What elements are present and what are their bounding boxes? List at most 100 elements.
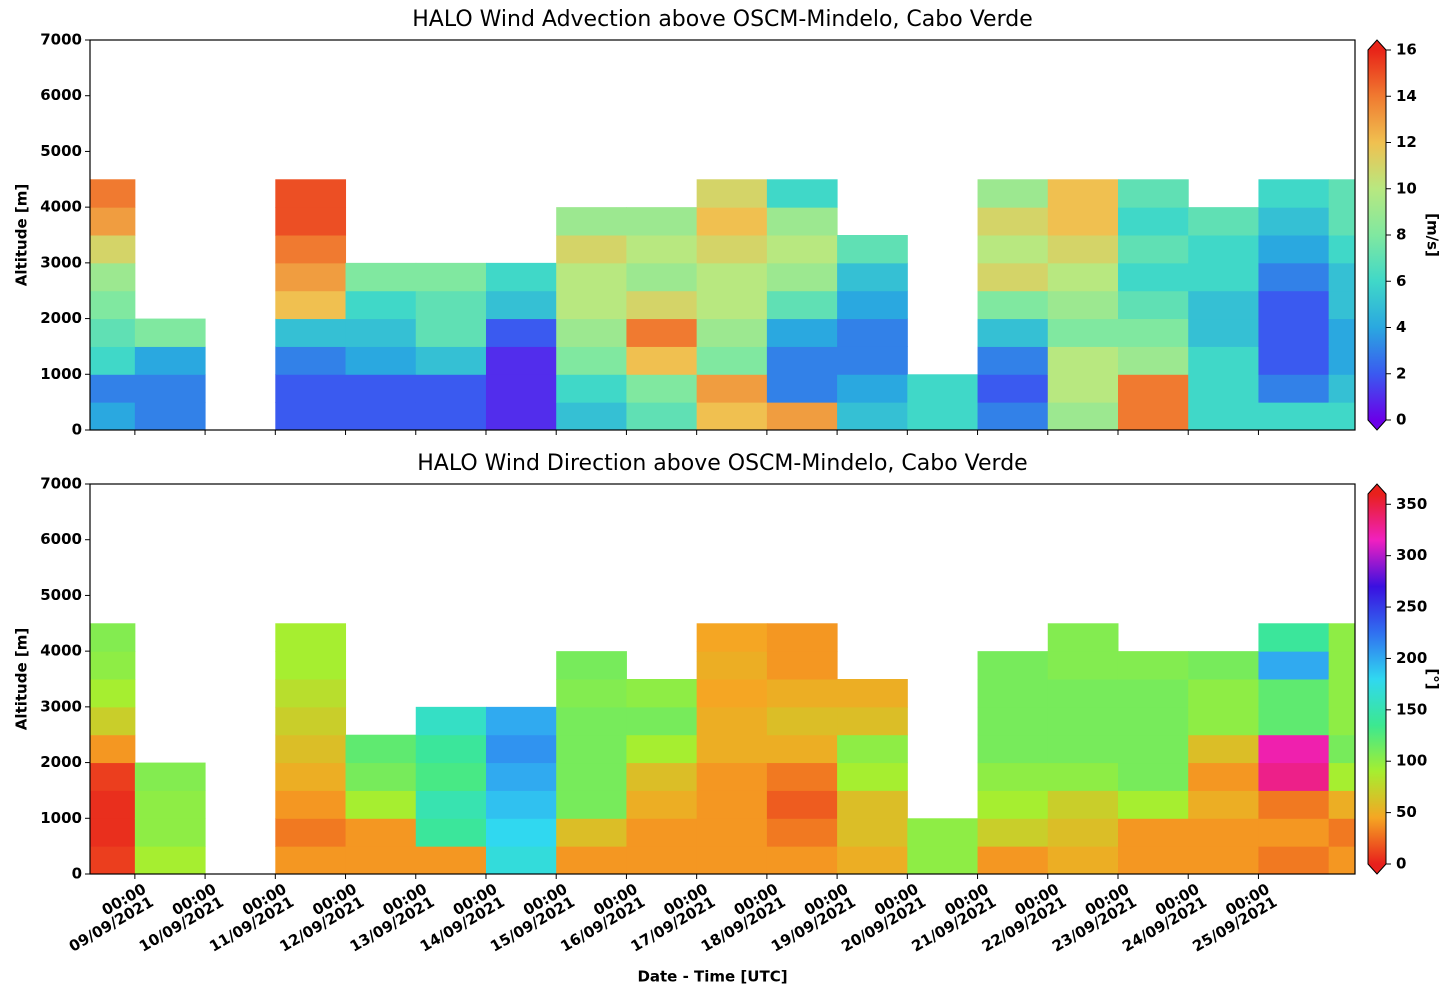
heatmap-cell <box>766 374 838 403</box>
colorbar-tick-label: 0 <box>1396 855 1406 873</box>
y-tick-label: 5000 <box>40 586 82 604</box>
heatmap-cell <box>556 346 627 375</box>
heatmap-cell <box>275 290 347 320</box>
heatmap-cell <box>696 818 768 847</box>
heatmap-cell <box>837 318 908 347</box>
heatmap-cell <box>1117 374 1189 403</box>
heatmap-cell <box>1328 818 1355 847</box>
heatmap-cell <box>485 374 557 403</box>
y-tick-label: 2000 <box>40 753 82 771</box>
heatmap-cell <box>1328 846 1355 874</box>
heatmap-cell <box>977 762 1049 791</box>
heatmap-cell <box>556 374 627 403</box>
heatmap-cell <box>766 402 838 430</box>
heatmap-cell <box>837 679 908 708</box>
heatmap-cell <box>837 790 908 819</box>
heatmap-cell <box>485 402 557 430</box>
y-tick-label: 7000 <box>40 31 82 49</box>
y-tick-label: 4000 <box>40 642 82 660</box>
heatmap-cell <box>837 818 908 847</box>
heatmap-cell <box>766 818 838 847</box>
heatmap-cell <box>837 846 908 874</box>
heatmap-cell <box>415 346 487 375</box>
heatmap-cell <box>1047 818 1119 847</box>
heatmap-cell <box>1188 262 1259 292</box>
heatmap-cell <box>1047 402 1119 430</box>
heatmap-cell <box>1117 346 1189 375</box>
heatmap-cell <box>275 651 347 680</box>
heatmap-cell <box>696 318 768 347</box>
heatmap-cell <box>626 762 698 791</box>
heatmap-cell <box>1047 374 1119 403</box>
heatmap-cell <box>1328 207 1355 236</box>
heatmap-cell <box>1258 290 1330 320</box>
heatmap-cell <box>275 762 347 791</box>
y-tick-label: 1000 <box>40 809 82 827</box>
plot-frame <box>89 483 1356 875</box>
heatmap-cell <box>696 706 768 736</box>
heatmap-cell <box>1328 706 1355 736</box>
heatmap-cell <box>345 846 417 874</box>
heatmap-cell <box>1258 346 1330 375</box>
heatmap-cell <box>345 290 417 320</box>
heatmap-cell <box>696 734 768 764</box>
heatmap-cell <box>275 262 347 292</box>
heatmap-cell <box>415 290 487 320</box>
heatmap-cell <box>1328 179 1355 208</box>
colorbar-tick-label: 4 <box>1396 318 1406 336</box>
heatmap-cell <box>1047 262 1119 292</box>
heatmap-cell <box>90 790 136 819</box>
heatmap-cell <box>1047 762 1119 791</box>
heatmap-cell <box>1258 790 1330 819</box>
heatmap-cell <box>766 235 838 264</box>
colorbar-tick-label: 250 <box>1396 598 1427 616</box>
heatmap-cell <box>626 374 698 403</box>
y-tick-label: 5000 <box>40 142 82 160</box>
heatmap-cell <box>1328 235 1355 264</box>
heatmap-cell <box>766 846 838 874</box>
heatmap-cell <box>485 818 557 847</box>
heatmap-cell <box>626 290 698 320</box>
heatmap-cell <box>134 846 206 874</box>
heatmap-cell <box>1047 651 1119 680</box>
heatmap-cell <box>696 262 768 292</box>
colorbar-extend-top <box>1368 484 1386 494</box>
heatmap-cell <box>837 706 908 736</box>
heatmap-cell <box>90 374 136 403</box>
heatmap-cell <box>556 846 627 874</box>
heatmap-cell <box>1117 235 1189 264</box>
heatmap-cell <box>134 374 206 403</box>
heatmap-cell <box>1047 207 1119 236</box>
heatmap-cell <box>837 235 908 264</box>
colorbar-tick-label: 150 <box>1396 700 1427 718</box>
heatmap-cell <box>415 318 487 347</box>
heatmap-cell <box>696 374 768 403</box>
heatmap-cell <box>1258 318 1330 347</box>
heatmap-cell <box>1117 790 1189 819</box>
y-tick-label: 6000 <box>40 530 82 548</box>
heatmap-cell <box>345 790 417 819</box>
heatmap-cell <box>1328 346 1355 375</box>
heatmap-cell <box>345 818 417 847</box>
heatmap-cell <box>1117 762 1189 791</box>
heatmap-cell <box>1328 318 1355 347</box>
y-tick-label: 4000 <box>40 198 82 216</box>
heatmap-cell <box>485 762 557 791</box>
heatmap-cell <box>1258 679 1330 708</box>
colorbar <box>1368 494 1386 864</box>
heatmap-cell <box>766 706 838 736</box>
heatmap-cell <box>1188 762 1259 791</box>
heatmap-cell <box>556 402 627 430</box>
heatmap-cell <box>90 290 136 320</box>
heatmap-cell <box>626 679 698 708</box>
y-tick-label: 6000 <box>40 86 82 104</box>
colorbar-extend-bottom <box>1368 420 1386 430</box>
heatmap-cell <box>1188 846 1259 874</box>
heatmap-cell <box>134 790 206 819</box>
heatmap-cell <box>556 734 627 764</box>
heatmap-cell <box>696 762 768 791</box>
colorbar-tick-label: 8 <box>1396 226 1406 244</box>
heatmap-cell <box>626 402 698 430</box>
heatmap-cell <box>1188 290 1259 320</box>
heatmap-cell <box>1047 623 1119 652</box>
